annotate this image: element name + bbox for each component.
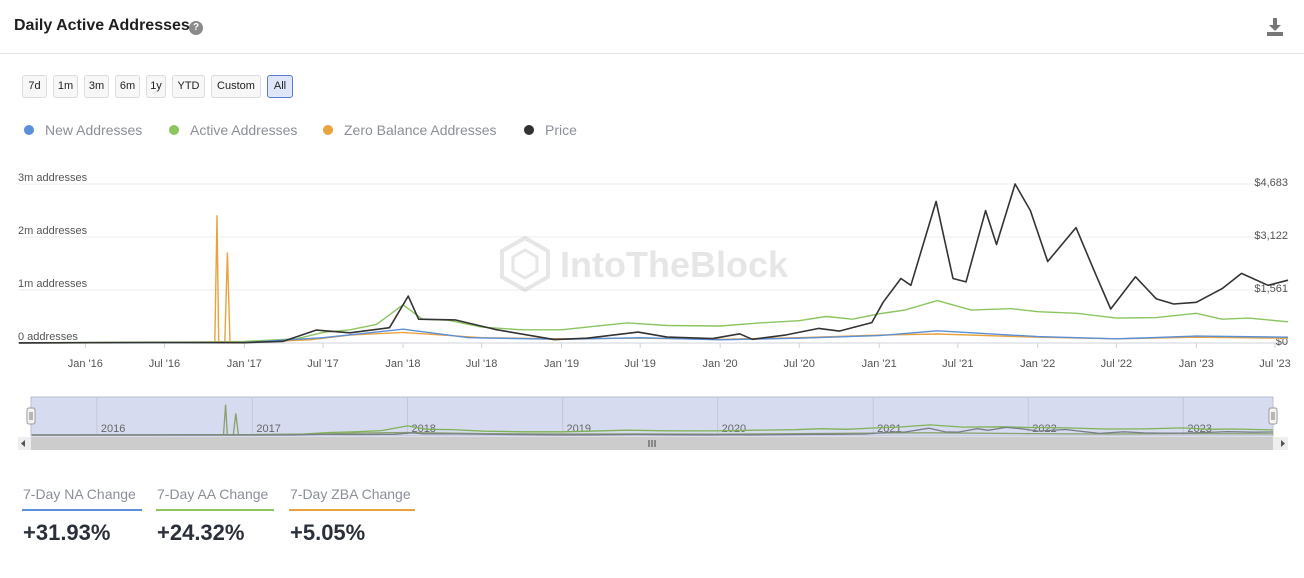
x-tick-label: Jul '18: [466, 358, 497, 370]
y-tick-label: 0 addresses: [18, 331, 78, 343]
range-button-6m[interactable]: 6m: [115, 75, 140, 98]
stat-label: 7-Day AA Change: [157, 486, 269, 502]
range-button-7d[interactable]: 7d: [22, 75, 47, 98]
series-line-new-addresses: [18, 328, 1289, 344]
range-button-3m[interactable]: 3m: [84, 75, 109, 98]
main-chart: 0 addresses 1m addresses 2m addresses 3m ad…: [18, 172, 1291, 370]
stat-underline: [289, 509, 415, 511]
x-tick-label: Jul '23: [1259, 358, 1290, 370]
range-button-all[interactable]: All: [267, 75, 293, 98]
stat-underline: [22, 509, 142, 511]
x-tick-label: Jul '22: [1101, 358, 1132, 370]
x-tick-label: Jul '16: [149, 358, 180, 370]
legend-swatch: [24, 125, 34, 135]
x-tick-label: Jan '21: [862, 358, 897, 370]
series-line-zero-balance-addresses: [18, 215, 1289, 344]
y2-tick-label: $0: [1276, 336, 1288, 348]
x-tick-label: Jan '18: [385, 358, 420, 370]
range-button-1m[interactable]: 1m: [53, 75, 78, 98]
y-tick-label: 3m addresses: [18, 172, 88, 184]
navigator-year-label: 2017: [256, 423, 280, 435]
navigator-year-label: 2022: [1032, 423, 1056, 435]
range-navigator[interactable]: 2016 2017 2018 2019 2020 2021 2022 2023: [0, 392, 1304, 454]
navigator-year-label: 2019: [567, 423, 591, 435]
x-tick-label: Jan '16: [68, 358, 103, 370]
navigator-year-label: 2016: [101, 423, 125, 435]
y-tick-label: 2m addresses: [18, 225, 88, 237]
legend-swatch: [524, 125, 534, 135]
stat-value: +24.32%: [157, 520, 245, 545]
navigator-series: [31, 404, 1274, 436]
range-button-1y[interactable]: 1y: [146, 75, 166, 98]
x-tick-label: Jul '17: [307, 358, 338, 370]
x-tick-label: Jul '20: [783, 358, 814, 370]
y2-tick-label: $3,122: [1254, 230, 1288, 242]
stat-label: 7-Day ZBA Change: [290, 486, 411, 502]
y2-tick-label: $4,683: [1254, 177, 1288, 189]
x-tick-label: Jul '21: [942, 358, 973, 370]
watermark-text: IntoTheBlock: [560, 244, 789, 285]
series-line-price: [18, 183, 1289, 344]
download-icon[interactable]: [1266, 17, 1284, 37]
navigator-series: [31, 426, 1274, 436]
scroll-left-arrow-icon[interactable]: [21, 440, 25, 447]
legend-label: Active Addresses: [190, 122, 298, 138]
x-tick-label: Jan '23: [1179, 358, 1214, 370]
stat-value: +5.05%: [290, 520, 366, 545]
navigator-year-label: 2020: [722, 423, 746, 435]
legend-swatch: [169, 125, 179, 135]
x-tick-label: Jan '22: [1020, 358, 1055, 370]
chart-header: Daily Active Addresses ?: [0, 0, 1304, 54]
question-circle-icon[interactable]: ?: [189, 21, 203, 35]
stat-label: 7-Day NA Change: [23, 486, 136, 502]
series-line-active-addresses: [18, 299, 1289, 344]
x-tick-label: Jan '19: [544, 358, 579, 370]
stat-underline: [156, 509, 274, 511]
legend-label: New Addresses: [45, 122, 143, 138]
stat-value: +31.93%: [23, 520, 111, 545]
legend-label: Zero Balance Addresses: [344, 122, 497, 138]
legend-swatch: [323, 125, 333, 135]
legend-label: Price: [545, 122, 577, 138]
page-title: Daily Active Addresses: [14, 17, 190, 34]
y2-tick-label: $1,561: [1254, 283, 1288, 295]
navigator-left-handle[interactable]: [26, 407, 36, 425]
y-tick-label: 1m addresses: [18, 278, 88, 290]
range-button-custom[interactable]: Custom: [211, 75, 261, 98]
range-button-ytd[interactable]: YTD: [172, 75, 205, 98]
scroll-right-arrow-icon[interactable]: [1281, 440, 1285, 447]
x-tick-label: Jan '17: [227, 358, 262, 370]
x-tick-label: Jan '20: [703, 358, 738, 370]
watermark-logo: IntoTheBlock: [500, 235, 789, 293]
x-tick-label: Jul '19: [624, 358, 655, 370]
navigator-series: [31, 424, 1274, 436]
navigator-right-handle[interactable]: [1268, 407, 1278, 425]
